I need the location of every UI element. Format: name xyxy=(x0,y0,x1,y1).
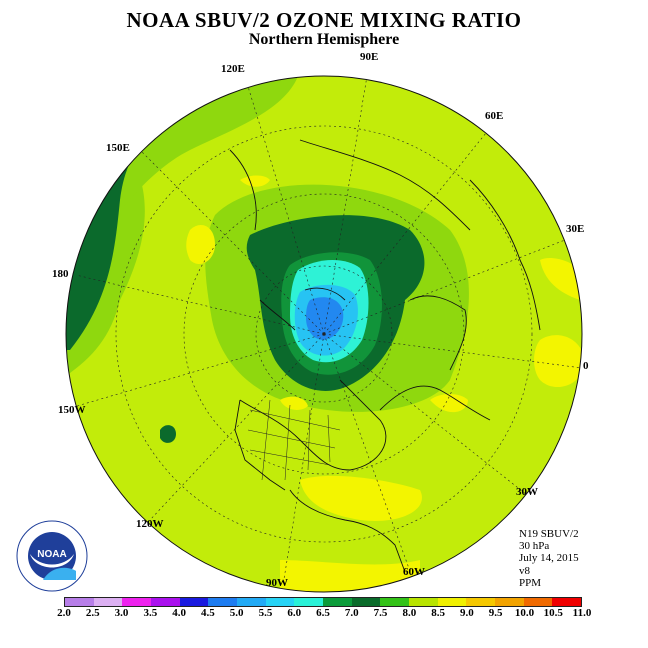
colorbar-tick-label: 2.0 xyxy=(57,607,71,619)
colorbar-tick-label: 5.0 xyxy=(229,607,244,619)
colorbar-segment xyxy=(380,598,410,606)
colorbar-tick-label: 9.5 xyxy=(488,607,503,619)
contour-8-0-a xyxy=(186,225,215,265)
graticule xyxy=(69,76,582,586)
contour-8-0-h xyxy=(540,258,580,300)
pressure-level-text: 30 hPa xyxy=(519,540,550,553)
colorbar-ticks: 2.0 2.5 3.0 3.5 4.0 4.5 5.0 5.5 6.0 6.5 7.0 7.5 8.0 8… xyxy=(52,607,596,621)
colorbar-segment xyxy=(294,598,324,606)
colorbar-tick-label: 8.5 xyxy=(431,607,445,619)
colorbar-segment xyxy=(265,598,295,606)
colorbar-segment xyxy=(151,598,180,606)
contour-8-0-g xyxy=(280,560,420,592)
longitude-label-120e: 120E xyxy=(221,63,245,75)
colorbar-segment xyxy=(179,598,209,606)
noaa-logo-text: NOAA xyxy=(37,549,66,560)
colorbar-tick-label: 7.5 xyxy=(373,607,388,619)
colorbar-tick-label: 3.5 xyxy=(143,607,158,619)
colorbar-segment xyxy=(409,598,438,606)
colorbar-tick-label: 8.0 xyxy=(402,607,417,619)
longitude-label-180: 180 xyxy=(52,268,69,280)
instrument-text: N19 SBUV/2 xyxy=(519,528,579,540)
colorbar-tick-label: 5.5 xyxy=(258,607,273,619)
colorbar-segment xyxy=(523,598,553,606)
longitude-label-30e: 30E xyxy=(566,223,585,235)
colorbar-segment xyxy=(237,598,266,606)
colorbar-tick-label: 10.5 xyxy=(543,607,563,619)
coastlines xyxy=(229,139,541,573)
colorbar-tick-label: 3.0 xyxy=(114,607,129,619)
colorbar-segment xyxy=(323,598,352,606)
colorbar-segment xyxy=(208,598,238,606)
contour-7-5-pacific xyxy=(90,76,300,250)
contour-8-0-e xyxy=(430,394,468,413)
units-text: PPM xyxy=(519,576,542,589)
longitude-label-90e: 90E xyxy=(360,51,379,63)
colorbar-tick-label: 6.5 xyxy=(316,607,330,619)
longitude-label-60e: 60E xyxy=(485,110,504,122)
colorbar-segment xyxy=(552,598,582,606)
contour-5-0 xyxy=(306,297,344,340)
map-title: NOAA SBUV/2 OZONE MIXING RATIO xyxy=(126,8,522,32)
us-state-lines xyxy=(247,399,341,481)
colorbar-tick-label: 10.0 xyxy=(514,607,535,619)
longitude-label-90w: 90W xyxy=(266,577,288,589)
colorbar-segment xyxy=(65,598,94,606)
noaa-logo: NOAA xyxy=(16,520,88,592)
colorbar-tick-label: 2.5 xyxy=(85,607,100,619)
map-subtitle: Northern Hemisphere xyxy=(248,31,400,48)
contour-8-0-c xyxy=(300,475,422,521)
date-text: July 14, 2015 xyxy=(519,552,579,565)
contour-7-0-spot xyxy=(160,425,176,443)
colorbar-tick-label: 6.0 xyxy=(287,607,302,619)
colorbar-segment xyxy=(466,598,496,606)
contour-8-0-b xyxy=(240,175,270,187)
colorbar-segment xyxy=(122,598,152,606)
contour-8-0-d xyxy=(534,335,582,388)
contour-8-0-f xyxy=(280,396,308,410)
colorbar-tick-label: 7.0 xyxy=(344,607,359,619)
longitude-label-150w: 150W xyxy=(58,404,86,416)
colorbar-tick-label: 11.0 xyxy=(572,607,592,619)
colorbar-segment xyxy=(351,598,381,606)
longitude-label-60w: 60W xyxy=(403,566,425,578)
colorbar-tick-label: 9.0 xyxy=(460,607,474,619)
longitude-label-0: 0 xyxy=(583,360,589,372)
colorbar-tick-label: 4.5 xyxy=(201,607,215,619)
longitude-label-120w: 120W xyxy=(136,518,164,530)
map-disc-border xyxy=(65,75,583,593)
colorbar-tick-label: 4.0 xyxy=(172,607,186,619)
colorbar-segment xyxy=(437,598,467,606)
colorbar-segment xyxy=(93,598,123,606)
longitude-label-30w: 30W xyxy=(516,486,538,498)
version-text: v8 xyxy=(519,564,530,577)
dataset-info: N19 SBUV/2 30 hPa July 14, 2015 v8 PPM xyxy=(519,528,579,589)
colorbar-segment xyxy=(495,598,524,606)
colorbar xyxy=(64,597,582,607)
longitude-label-150e: 150E xyxy=(106,142,130,154)
